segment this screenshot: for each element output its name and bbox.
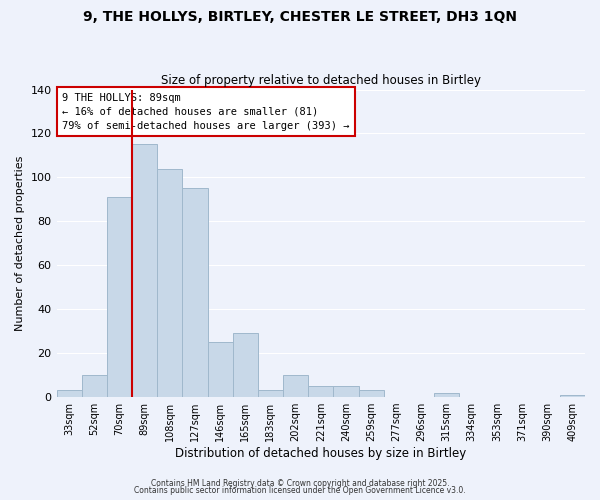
Bar: [107, 197, 132, 397]
Bar: [258, 390, 283, 397]
Bar: [359, 390, 383, 397]
Bar: [182, 188, 208, 397]
Text: Contains HM Land Registry data © Crown copyright and database right 2025.: Contains HM Land Registry data © Crown c…: [151, 478, 449, 488]
Text: Contains public sector information licensed under the Open Government Licence v3: Contains public sector information licen…: [134, 486, 466, 495]
Bar: [157, 168, 182, 397]
Bar: [308, 386, 334, 397]
Bar: [56, 390, 82, 397]
Title: Size of property relative to detached houses in Birtley: Size of property relative to detached ho…: [161, 74, 481, 87]
Y-axis label: Number of detached properties: Number of detached properties: [15, 156, 25, 331]
Bar: [132, 144, 157, 397]
Bar: [283, 375, 308, 397]
Bar: [334, 386, 359, 397]
Bar: [434, 392, 459, 397]
Text: 9 THE HOLLYS: 89sqm
← 16% of detached houses are smaller (81)
79% of semi-detach: 9 THE HOLLYS: 89sqm ← 16% of detached ho…: [62, 92, 349, 130]
Bar: [208, 342, 233, 397]
Text: 9, THE HOLLYS, BIRTLEY, CHESTER LE STREET, DH3 1QN: 9, THE HOLLYS, BIRTLEY, CHESTER LE STREE…: [83, 10, 517, 24]
X-axis label: Distribution of detached houses by size in Birtley: Distribution of detached houses by size …: [175, 447, 466, 460]
Bar: [560, 395, 585, 397]
Bar: [82, 375, 107, 397]
Bar: [233, 334, 258, 397]
